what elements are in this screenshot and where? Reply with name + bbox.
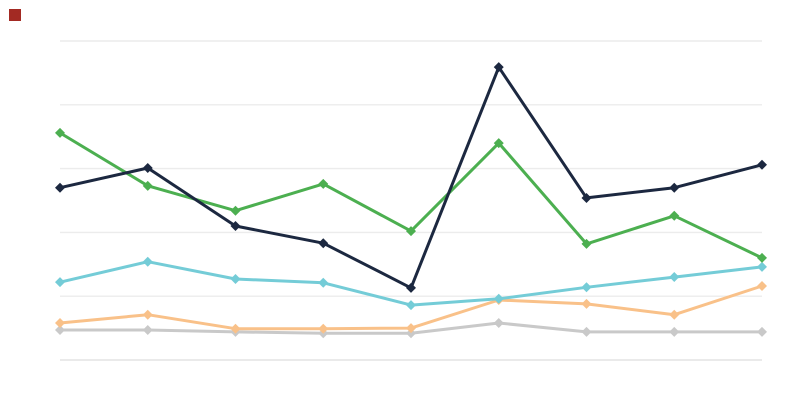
- data-point-green: [669, 210, 680, 221]
- data-point-orange: [230, 323, 241, 334]
- data-point-gray: [669, 326, 680, 337]
- data-point-cyan: [406, 300, 416, 311]
- data-point-navy: [230, 221, 241, 232]
- data-point-orange: [581, 298, 592, 309]
- data-point-green: [581, 238, 592, 249]
- data-point-navy: [757, 159, 767, 170]
- data-point-gray: [757, 326, 767, 337]
- data-point-cyan: [55, 277, 65, 288]
- data-point-orange: [318, 323, 329, 334]
- data-point-green: [142, 180, 153, 191]
- data-point-navy: [406, 282, 416, 293]
- data-point-gray: [55, 325, 65, 336]
- data-point-navy: [493, 62, 504, 73]
- data-point-cyan: [757, 261, 767, 272]
- data-point-green: [230, 205, 241, 216]
- data-point-navy: [581, 192, 592, 203]
- data-point-orange: [142, 309, 153, 320]
- data-point-cyan: [669, 272, 680, 283]
- data-point-cyan: [142, 256, 153, 267]
- data-point-navy: [142, 162, 153, 173]
- data-point-cyan: [318, 277, 329, 288]
- data-point-navy: [669, 182, 680, 193]
- data-point-orange: [669, 309, 680, 320]
- data-point-orange: [55, 317, 65, 328]
- data-point-navy: [318, 238, 329, 249]
- data-point-green: [757, 252, 767, 263]
- data-point-cyan: [230, 273, 241, 284]
- series-line-navy: [58, 65, 764, 290]
- data-point-cyan: [493, 293, 504, 304]
- data-point-navy: [55, 182, 65, 193]
- data-point-green: [493, 138, 504, 149]
- series-line-green: [58, 131, 764, 260]
- action-marker: [9, 9, 21, 21]
- data-point-gray: [581, 326, 592, 337]
- data-point-gray: [493, 317, 504, 328]
- data-point-green: [406, 226, 416, 237]
- data-point-gray: [406, 328, 416, 339]
- data-point-orange: [757, 280, 767, 291]
- data-point-orange: [406, 323, 416, 334]
- data-point-green: [318, 178, 329, 189]
- data-point-cyan: [581, 282, 592, 293]
- data-point-gray: [142, 325, 153, 336]
- data-point-green: [55, 127, 65, 138]
